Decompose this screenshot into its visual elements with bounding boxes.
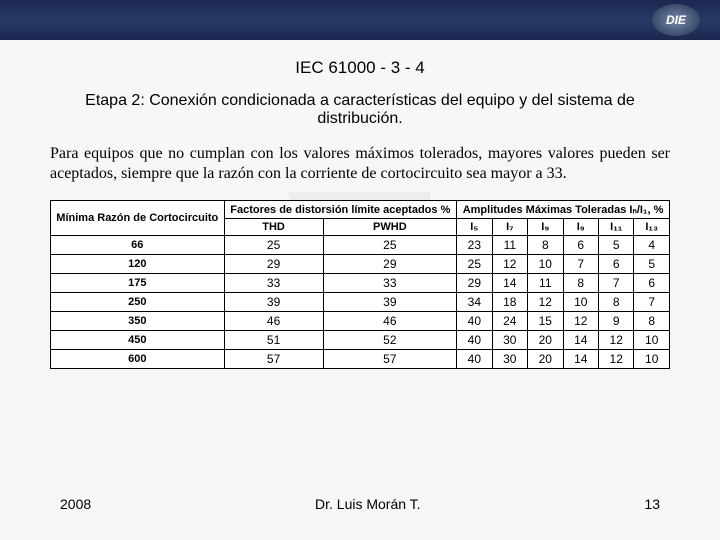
col-header-amplitudes: Amplitudes Máximas Toleradas Iₙ/I₁, % (457, 201, 670, 219)
table-cell: 40 (457, 350, 492, 369)
col-pwhd: PWHD (323, 219, 457, 236)
table-cell: 6 (598, 255, 633, 274)
col-i9b: I₉ (563, 219, 598, 236)
standard-title: IEC 61000 - 3 - 4 (50, 58, 670, 78)
table-cell: 120 (51, 255, 225, 274)
table-cell: 51 (224, 331, 323, 350)
die-logo: DIE (652, 4, 700, 36)
table-row: 1202929251210765 (51, 255, 670, 274)
table-cell: 350 (51, 312, 225, 331)
slide-content: IEC 61000 - 3 - 4 Etapa 2: Conexión cond… (0, 40, 720, 369)
table-cell: 7 (634, 293, 670, 312)
col-thd: THD (224, 219, 323, 236)
table-cell: 5 (598, 236, 633, 255)
col-header-ratio: Mínima Razón de Cortocircuito (51, 201, 225, 236)
table-cell: 15 (528, 312, 563, 331)
table-cell: 10 (634, 331, 670, 350)
table-cell: 46 (224, 312, 323, 331)
table-cell: 10 (563, 293, 598, 312)
table-cell: 4 (634, 236, 670, 255)
table-cell: 8 (634, 312, 670, 331)
table-cell: 20 (528, 331, 563, 350)
col-i5: I₅ (457, 219, 492, 236)
table-cell: 30 (492, 331, 527, 350)
table-cell: 12 (598, 331, 633, 350)
table-cell: 40 (457, 312, 492, 331)
footer-year: 2008 (60, 496, 91, 512)
table-cell: 10 (634, 350, 670, 369)
table-row: 1753333291411876 (51, 274, 670, 293)
table-cell: 250 (51, 293, 225, 312)
distortion-table: Mínima Razón de Cortocircuito Factores d… (50, 200, 670, 369)
col-i7: I₇ (492, 219, 527, 236)
table-cell: 14 (492, 274, 527, 293)
table-cell: 12 (492, 255, 527, 274)
table-cell: 12 (598, 350, 633, 369)
table-cell: 11 (492, 236, 527, 255)
footer-author: Dr. Luis Morán T. (315, 496, 421, 512)
stage-title: Etapa 2: Conexión condicionada a caracte… (50, 92, 670, 128)
table-cell: 175 (51, 274, 225, 293)
table-cell: 12 (563, 312, 598, 331)
table-cell: 34 (457, 293, 492, 312)
table-cell: 29 (323, 255, 457, 274)
table-cell: 9 (598, 312, 633, 331)
table-cell: 40 (457, 331, 492, 350)
table-cell: 8 (563, 274, 598, 293)
table-cell: 14 (563, 350, 598, 369)
table-cell: 8 (598, 293, 633, 312)
table-cell: 25 (323, 236, 457, 255)
table-cell: 57 (323, 350, 457, 369)
table-cell: 450 (51, 331, 225, 350)
table-cell: 20 (528, 350, 563, 369)
table-cell: 52 (323, 331, 457, 350)
table-cell: 57 (224, 350, 323, 369)
col-i11: I₁₁ (598, 219, 633, 236)
table-cell: 14 (563, 331, 598, 350)
table-cell: 33 (224, 274, 323, 293)
table-cell: 7 (598, 274, 633, 293)
table-row: 35046464024151298 (51, 312, 670, 331)
table-cell: 5 (634, 255, 670, 274)
table-cell: 66 (51, 236, 225, 255)
table-cell: 10 (528, 255, 563, 274)
table-cell: 8 (528, 236, 563, 255)
table-cell: 30 (492, 350, 527, 369)
table-cell: 6 (634, 274, 670, 293)
table-cell: 18 (492, 293, 527, 312)
table-row: 4505152403020141210 (51, 331, 670, 350)
table-row: 6005757403020141210 (51, 350, 670, 369)
table-cell: 12 (528, 293, 563, 312)
table-cell: 6 (563, 236, 598, 255)
footer-page: 13 (644, 496, 660, 512)
table-cell: 7 (563, 255, 598, 274)
table-cell: 29 (224, 255, 323, 274)
col-i13: I₁₃ (634, 219, 670, 236)
top-bar: DIE (0, 0, 720, 40)
table-cell: 25 (457, 255, 492, 274)
table-cell: 11 (528, 274, 563, 293)
description-paragraph: Para equipos que no cumplan con los valo… (50, 144, 670, 184)
col-header-distortion: Factores de distorsión límite aceptados … (224, 201, 457, 219)
table-row: 25039393418121087 (51, 293, 670, 312)
table-cell: 33 (323, 274, 457, 293)
table-cell: 24 (492, 312, 527, 331)
table-cell: 25 (224, 236, 323, 255)
table-cell: 23 (457, 236, 492, 255)
table-cell: 46 (323, 312, 457, 331)
table-cell: 39 (224, 293, 323, 312)
slide-footer: 2008 Dr. Luis Morán T. 13 (0, 496, 720, 512)
table-row: 66252523118654 (51, 236, 670, 255)
table-cell: 39 (323, 293, 457, 312)
col-i9a: I₉ (528, 219, 563, 236)
table-cell: 29 (457, 274, 492, 293)
table-cell: 600 (51, 350, 225, 369)
